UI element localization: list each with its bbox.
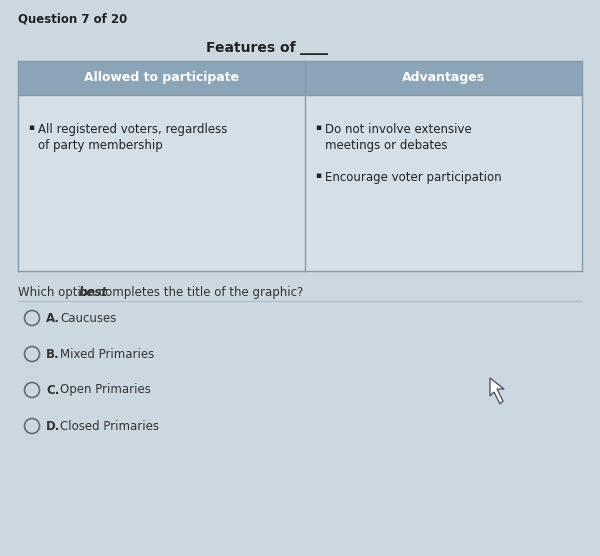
Text: All registered voters, regardless: All registered voters, regardless: [38, 123, 227, 136]
Polygon shape: [490, 378, 504, 404]
Text: best: best: [79, 286, 108, 299]
Text: Advantages: Advantages: [402, 72, 485, 85]
Bar: [305, 61, 582, 95]
Text: Closed Primaries: Closed Primaries: [60, 419, 159, 433]
Text: D.: D.: [46, 419, 61, 433]
Text: Allowed to participate: Allowed to participate: [84, 72, 239, 85]
Text: Caucuses: Caucuses: [60, 311, 116, 325]
Text: ▪: ▪: [28, 123, 34, 132]
Text: Open Primaries: Open Primaries: [60, 384, 151, 396]
Text: Mixed Primaries: Mixed Primaries: [60, 348, 154, 360]
Text: Features of: Features of: [205, 41, 300, 55]
Text: ▪: ▪: [315, 171, 321, 180]
Text: completes the title of the graphic?: completes the title of the graphic?: [95, 286, 303, 299]
Text: meetings or debates: meetings or debates: [325, 139, 448, 152]
Text: Encourage voter participation: Encourage voter participation: [325, 171, 502, 184]
Text: Which option: Which option: [18, 286, 99, 299]
Text: A.: A.: [46, 311, 60, 325]
Text: B.: B.: [46, 348, 59, 360]
Text: ____: ____: [300, 41, 328, 55]
Text: Do not involve extensive: Do not involve extensive: [325, 123, 472, 136]
Text: ▪: ▪: [315, 123, 321, 132]
Bar: [18, 61, 305, 95]
Bar: [18, 61, 582, 271]
Text: Question 7 of 20: Question 7 of 20: [18, 13, 127, 26]
Text: C.: C.: [46, 384, 59, 396]
Text: of party membership: of party membership: [38, 139, 163, 152]
